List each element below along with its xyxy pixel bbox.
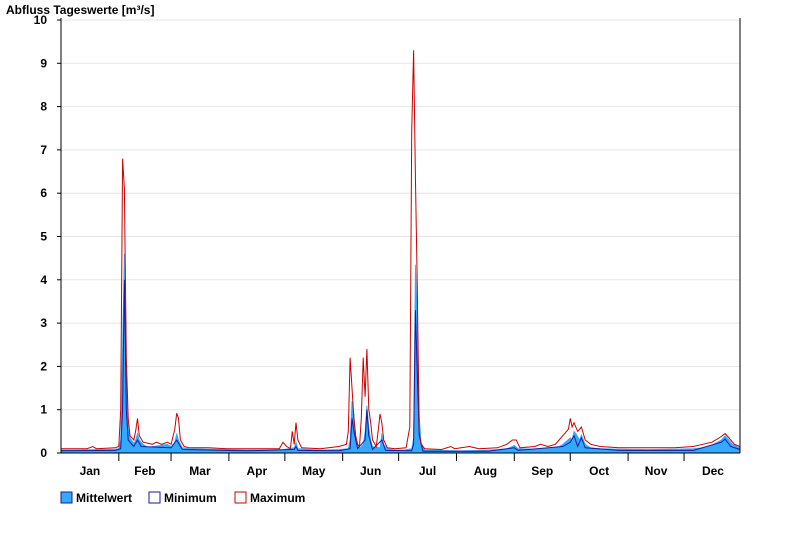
month-label: Nov xyxy=(645,464,668,478)
y-tick-label: 6 xyxy=(40,186,47,200)
y-tick-label: 3 xyxy=(40,316,47,330)
series-maximum-line xyxy=(61,50,741,451)
axes: 0 1 2 3 4 5 6 7 8 9 10 Jan Feb Mar Apr May Jun Jul Aug Sep O… xyxy=(34,13,741,478)
month-label: Mar xyxy=(189,464,211,478)
legend-swatch xyxy=(148,491,161,504)
month-label: Apr xyxy=(247,464,268,478)
legend-swatch xyxy=(60,491,73,504)
month-label: Oct xyxy=(589,464,609,478)
legend-label: Mittelwert xyxy=(76,491,132,505)
y-tick-label: 9 xyxy=(40,56,47,70)
month-label: May xyxy=(302,464,326,478)
series-minimum-line xyxy=(60,279,741,452)
y-tick-label: 8 xyxy=(40,100,47,114)
grid xyxy=(61,19,740,411)
legend: Mittelwert Minimum Maximum xyxy=(60,491,305,505)
month-label: Jul xyxy=(419,464,436,478)
month-label: Feb xyxy=(134,464,155,478)
y-tick-label: 1 xyxy=(40,403,47,417)
y-tick-label: 2 xyxy=(40,359,47,373)
legend-label: Maximum xyxy=(250,491,305,505)
series-layer xyxy=(60,50,741,454)
y-tick-label: 7 xyxy=(40,143,47,157)
legend-swatch xyxy=(234,491,247,504)
month-label: Jan xyxy=(80,464,101,478)
series-mittelwert-area xyxy=(60,253,741,454)
chart-title: Abfluss Tageswerte [m³/s] xyxy=(6,3,154,17)
month-label: Aug xyxy=(474,464,497,478)
y-tick-label: 5 xyxy=(40,230,47,244)
month-label: Sep xyxy=(531,464,553,478)
legend-label: Minimum xyxy=(164,491,217,505)
month-label: Jun xyxy=(360,464,381,478)
y-tick-label: 4 xyxy=(40,273,47,287)
y-tick-label: 0 xyxy=(40,446,47,460)
y-tick-label: 10 xyxy=(34,13,48,27)
month-label: Dec xyxy=(702,464,724,478)
